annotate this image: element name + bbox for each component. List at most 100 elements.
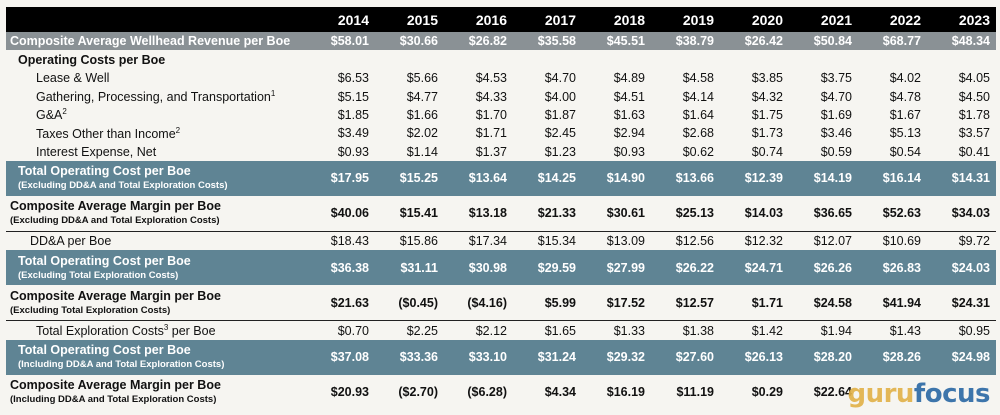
total-operating-cost-3-label: Total Operating Cost per Boe (Including D… <box>6 339 306 375</box>
composite-margin-2-label: Composite Average Margin per Boe (Excludi… <box>10 288 221 316</box>
cost-row-2: G&A2 $1.85 $1.66 $1.70 $1.87 $1.63 $1.64 $1.75 $… <box>6 106 996 124</box>
cost-3-2016: $1.71 <box>475 126 507 141</box>
total2-2014: $36.38 <box>306 250 375 286</box>
exploration-2015: $2.25 <box>375 320 444 340</box>
year-2016: 2016 <box>444 7 513 32</box>
total-operating-cost-1: Total Operating Cost per Boe (Excluding D… <box>6 160 996 196</box>
total3-2014: $37.08 <box>306 339 375 375</box>
cost-1-2018: $4.51 <box>613 89 645 104</box>
dda-2016: $17.34 <box>444 230 513 251</box>
margin3-2019: $11.19 <box>676 385 714 400</box>
dda-2018: $13.09 <box>582 230 651 251</box>
total-operating-cost-3: Total Operating Cost per Boe (Including D… <box>6 339 996 375</box>
year-2021: 2021 <box>789 7 858 32</box>
total2-2016: $30.98 <box>444 250 513 286</box>
margin2-2019: $12.57 <box>675 295 714 310</box>
cost-0-2014: $6.53 <box>337 71 369 86</box>
cost-4-2021: $0.59 <box>820 144 852 159</box>
year-2022: 2022 <box>858 7 927 32</box>
margin2-2017: $5.99 <box>544 295 576 310</box>
margin1-2015: $15.41 <box>399 206 438 221</box>
margin3-2021: $22.64 <box>813 385 852 400</box>
cost-2-2016: $1.70 <box>475 107 507 122</box>
total1-2016: $13.64 <box>444 160 513 196</box>
cost-4-2015: $1.14 <box>406 144 438 159</box>
total1-2014: $17.95 <box>306 160 375 196</box>
revenue-2015: $30.66 <box>375 32 444 50</box>
cost-1-2020: $4.32 <box>751 89 783 104</box>
operating-costs-label: Operating Costs per Boe <box>18 52 166 67</box>
cost-2-2015: $1.66 <box>406 107 438 122</box>
exploration-2019: $1.38 <box>651 320 720 340</box>
composite-margin-3: Composite Average Margin per Boe (Includi… <box>6 375 996 410</box>
composite-margin-1: Composite Average Margin per Boe (Excludi… <box>6 196 996 232</box>
exploration-2022: $1.43 <box>858 320 927 340</box>
margin3-2020: $0.29 <box>751 385 783 400</box>
cost-1-2015: $4.77 <box>406 89 438 104</box>
total2-2023: $24.03 <box>927 250 996 286</box>
margin1-2020: $14.03 <box>744 206 783 221</box>
margin2-2018: $17.52 <box>606 295 645 310</box>
header-blank <box>6 7 306 32</box>
total3-2023: $24.98 <box>927 339 996 375</box>
total1-2020: $12.39 <box>720 160 789 196</box>
cost-0-2019: $4.58 <box>682 71 714 86</box>
cost-label: G&A2 <box>36 107 67 123</box>
composite-margin-1-label: Composite Average Margin per Boe (Excludi… <box>10 199 221 227</box>
total3-2021: $28.20 <box>789 339 858 375</box>
total2-2022: $26.83 <box>858 250 927 286</box>
dda-2022: $10.69 <box>858 230 927 251</box>
cost-row-4: Interest Expense, Net $0.93 $1.14 $1.37 $1.2… <box>6 143 996 161</box>
total1-2017: $14.25 <box>513 160 582 196</box>
cost-2-2017: $1.87 <box>544 107 576 122</box>
cost-row-0: Lease & Well $6.53 $5.66 $4.53 $4.70 $4.89 $4.… <box>6 69 996 87</box>
exploration-2021: $1.94 <box>789 320 858 340</box>
exploration-2016: $2.12 <box>444 320 513 340</box>
cost-2-2018: $1.63 <box>613 107 645 122</box>
cost-label: Taxes Other than Income2 <box>36 125 181 141</box>
margin1-2018: $30.61 <box>606 206 645 221</box>
composite-margin-3-label: Composite Average Margin per Boe (Includi… <box>10 378 221 406</box>
margin1-2014: $40.06 <box>330 206 369 221</box>
cost-4-2020: $0.74 <box>751 144 783 159</box>
exploration-label: Total Exploration Costs3 per Boe <box>6 320 306 340</box>
gurufocus-watermark: gurufocus <box>847 379 990 409</box>
cost-3-2015: $2.02 <box>406 126 438 141</box>
cost-3-2023: $3.57 <box>958 126 990 141</box>
revenue-2022: $68.77 <box>858 32 927 50</box>
cost-4-2014: $0.93 <box>337 144 369 159</box>
cost-4-2023: $0.41 <box>958 144 990 159</box>
cost-1-2022: $4.78 <box>889 89 921 104</box>
cost-0-2015: $5.66 <box>406 71 438 86</box>
cost-2-2019: $1.64 <box>682 107 714 122</box>
year-2023: 2023 <box>927 7 996 32</box>
total-operating-cost-2-label: Total Operating Cost per Boe (Excluding T… <box>6 250 306 286</box>
cost-0-2023: $4.05 <box>958 71 990 86</box>
margin1-2022: $52.63 <box>882 206 921 221</box>
cost-3-2014: $3.49 <box>337 126 369 141</box>
exploration-2017: $1.65 <box>513 320 582 340</box>
year-2018: 2018 <box>582 7 651 32</box>
total1-2018: $14.90 <box>582 160 651 196</box>
margin1-2019: $25.13 <box>675 206 714 221</box>
margin3-2017: $4.34 <box>544 385 576 400</box>
margin3-2016: ($6.28) <box>467 385 507 400</box>
cost-3-2017: $2.45 <box>544 126 576 141</box>
margin3-2015: ($2.70) <box>398 385 438 400</box>
year-header-row: 2014 2015 2016 2017 2018 2019 2020 2021 2022 2023 <box>6 7 996 32</box>
revenue-row: Composite Average Wellhead Revenue per B… <box>6 32 996 50</box>
margin2-2022: $41.94 <box>882 295 921 310</box>
exploration-2014: $0.70 <box>306 320 375 340</box>
dda-2015: $15.86 <box>375 230 444 251</box>
composite-margin-2: Composite Average Margin per Boe (Excludi… <box>6 285 996 321</box>
total2-2021: $26.26 <box>789 250 858 286</box>
dda-2020: $12.32 <box>720 230 789 251</box>
exploration-2023: $0.95 <box>927 320 996 340</box>
total2-2020: $24.71 <box>720 250 789 286</box>
revenue-2014: $58.01 <box>306 32 375 50</box>
cost-4-2018: $0.93 <box>613 144 645 159</box>
cost-1-2017: $4.00 <box>544 89 576 104</box>
cost-1-2014: $5.15 <box>337 89 369 104</box>
margin1-2023: $34.03 <box>951 206 990 221</box>
exploration-row: Total Exploration Costs3 per Boe $0.70 $2.… <box>6 320 996 340</box>
